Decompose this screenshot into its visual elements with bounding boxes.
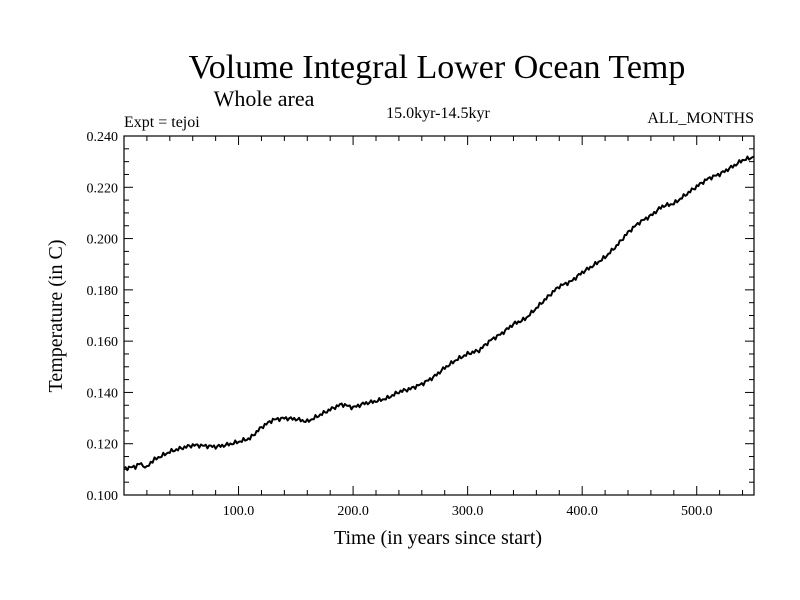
plot-frame	[123, 135, 755, 496]
x-axis-label: Time (in years since start)	[334, 527, 542, 549]
x-tick-label: 200.0	[337, 504, 369, 519]
y-tick-label: 0.220	[87, 181, 119, 196]
x-tick-label: 400.0	[566, 504, 598, 519]
y-axis: 0.100 0.120 0.140 0.160 0.180 0.200 0.220 0.240	[87, 130, 754, 504]
x-tick-label: 300.0	[452, 504, 484, 519]
y-tick-label: 0.160	[87, 335, 119, 350]
chart-subtitle: Whole area	[214, 86, 315, 111]
y-tick-label: 0.200	[87, 233, 119, 248]
y-tick-label: 0.180	[87, 284, 119, 299]
x-tick-label: 500.0	[681, 504, 713, 519]
y-tick-label: 0.240	[87, 130, 119, 145]
experiment-label: Expt = tejoi	[124, 114, 200, 131]
y-tick-label: 0.140	[87, 386, 119, 401]
y-axis-label: Temperature (in C)	[45, 240, 67, 393]
months-label: ALL_MONTHS	[647, 110, 754, 127]
y-tick-label: 0.100	[87, 489, 119, 504]
period-label: 15.0kyr-14.5kyr	[386, 105, 490, 122]
series-line	[123, 155, 755, 472]
chart-title: Volume Integral Lower Ocean Temp	[189, 49, 686, 86]
x-axis: 100.0 200.0 300.0 400.0 500.0	[146, 136, 744, 519]
series-layer	[123, 155, 755, 472]
y-tick-label: 0.120	[87, 438, 119, 453]
x-tick-label: 100.0	[223, 504, 255, 519]
